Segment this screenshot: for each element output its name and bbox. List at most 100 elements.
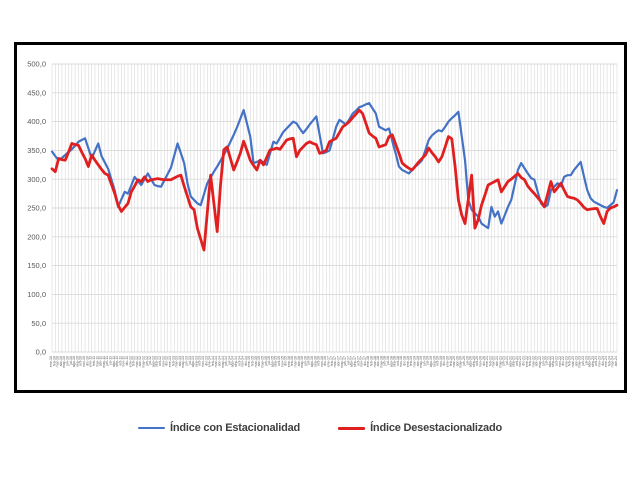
x-axis-tick-label: jun-19 <box>422 356 426 367</box>
x-axis-tick-label: abr-13 <box>178 356 182 366</box>
y-axis-tick-label: 200,0 <box>27 232 46 241</box>
x-axis-tick-label: may-10 <box>62 356 66 368</box>
x-axis-tick-label: jul-16 <box>307 356 311 366</box>
x-axis-tick-label: may-13 <box>181 356 185 368</box>
x-axis-tick-label: jun-15 <box>264 356 268 367</box>
x-axis-tick-label: feb-22 <box>528 356 532 366</box>
x-axis-tick-label: dic-20 <box>482 356 486 366</box>
x-axis-tick-label: nov-12 <box>161 356 165 367</box>
x-axis-tick-label: mar-12 <box>135 356 139 367</box>
y-axis-tick-label: 0,0 <box>36 348 46 357</box>
x-axis-tick-label: abr-22 <box>535 356 539 366</box>
x-axis-tick-label: ago-18 <box>389 356 393 367</box>
x-axis-tick-label: dic-18 <box>403 356 407 366</box>
x-axis-tick-label: feb-16 <box>290 356 294 366</box>
x-axis-tick-label: sep-12 <box>155 356 159 367</box>
x-axis-tick-label: feb-20 <box>449 356 453 366</box>
y-axis-tick-label: 100,0 <box>27 290 46 299</box>
x-axis-tick-label: oct-16 <box>317 356 321 366</box>
x-axis-tick-label: jul-23 <box>584 356 588 366</box>
y-axis-tick-label: 400,0 <box>27 117 46 126</box>
x-axis-tick-label: dic-16 <box>323 356 327 366</box>
x-axis-tick-label: mar-17 <box>333 356 337 367</box>
x-axis-tick-label: oct-14 <box>237 356 241 366</box>
x-axis-tick-label: ene-10 <box>49 356 53 367</box>
x-axis-tick-label: may-15 <box>260 356 264 368</box>
x-axis-tick-label: jul-11 <box>108 356 112 366</box>
x-axis-tick-label: mar-10 <box>56 356 60 367</box>
x-axis-tick-label: sep-23 <box>591 356 595 367</box>
x-axis-tick-label: abr-17 <box>336 356 340 366</box>
x-axis-tick-label: mar-14 <box>214 356 218 367</box>
x-axis-tick-label: mar-19 <box>412 356 416 367</box>
x-axis-tick-label: oct-10 <box>79 356 83 366</box>
x-axis-tick-label: feb-15 <box>251 356 255 366</box>
x-axis-tick-label: jun-20 <box>462 356 466 367</box>
x-axis-tick-label: ago-21 <box>508 356 512 367</box>
x-axis-tick-label: ene-21 <box>485 356 489 367</box>
x-axis-tick-label: abr-24 <box>614 356 618 366</box>
x-axis-tick-label: oct-11 <box>118 356 122 366</box>
x-axis-tick-label: jul-21 <box>505 356 509 366</box>
x-axis-tick-label: ago-20 <box>469 356 473 367</box>
x-axis-tick-label: ene-16 <box>287 356 291 367</box>
x-axis-tick-label: may-17 <box>340 356 344 368</box>
x-axis-tick-label: jul-13 <box>188 356 192 366</box>
legend-swatch-desestacionalizado-icon <box>338 426 366 430</box>
x-axis-tick-label: ago-23 <box>588 356 592 367</box>
x-axis-tick-label: oct-12 <box>158 356 162 366</box>
x-axis-tick-label: nov-21 <box>518 356 522 367</box>
x-axis-tick-label: sep-17 <box>353 356 357 367</box>
x-axis-tick-label: ene-13 <box>168 356 172 367</box>
x-axis-tick-label: sep-20 <box>472 356 476 367</box>
x-axis-tick-label: ago-11 <box>112 356 116 367</box>
x-axis-tick-label: oct-17 <box>356 356 360 366</box>
x-axis-tick-label: dic-11 <box>125 356 129 366</box>
x-axis-tick-label: jun-10 <box>66 356 70 367</box>
x-axis-tick-label: feb-14 <box>211 356 215 366</box>
x-axis-tick-label: feb-18 <box>369 356 373 366</box>
x-axis-tick-label: oct-23 <box>594 356 598 366</box>
x-axis-tick-label: may-18 <box>379 356 383 368</box>
x-axis-tick-label: ene-12 <box>128 356 132 367</box>
x-axis-tick-label: abr-21 <box>495 356 499 366</box>
x-axis-tick-label: abr-23 <box>574 356 578 366</box>
x-axis-tick-label: feb-17 <box>330 356 334 366</box>
x-axis-tick-label: nov-18 <box>399 356 403 367</box>
x-axis-tick-label: abr-20 <box>455 356 459 366</box>
x-axis-tick-label: oct-21 <box>515 356 519 366</box>
line-chart: 500,0 450,0 400,0 350,0 300,0 250,0 200,0 150,0… <box>27 60 619 368</box>
x-axis-tick-label: may-19 <box>419 356 423 368</box>
x-axis-tick-label: oct-19 <box>436 356 440 366</box>
x-axis-tick-label: jun-11 <box>105 356 109 367</box>
legend-label-desestacionalizado: Índice Desestacionalizado <box>370 422 503 434</box>
legend-item-desestacionalizado: Índice Desestacionalizado <box>338 422 502 434</box>
x-axis-tick-label: jun-12 <box>145 356 149 367</box>
legend-item-con-estacionalidad: Índice con Estacionalidad <box>137 422 300 434</box>
x-axis-tick-label: ago-19 <box>429 356 433 367</box>
x-axis-tick-label: jul-20 <box>465 356 469 366</box>
x-axis-tick-label: may-14 <box>221 356 225 368</box>
x-axis-tick-label: ene-17 <box>327 356 331 367</box>
x-axis-tick-label: sep-14 <box>234 356 238 367</box>
x-axis-tick-label: oct-20 <box>475 356 479 366</box>
x-axis-tick-label: nov-14 <box>241 356 245 367</box>
x-axis-tick-label: nov-22 <box>558 356 562 367</box>
x-axis-tick-label: feb-13 <box>171 356 175 366</box>
y-axis-tick-label: 150,0 <box>27 261 46 270</box>
x-axis-tick-label: may-12 <box>142 356 146 368</box>
x-axis-tick-label: dic-13 <box>204 356 208 366</box>
x-axis-tick-label: jul-12 <box>148 356 152 366</box>
x-axis-tick-label: sep-10 <box>75 356 79 367</box>
x-axis-tick-label: oct-13 <box>198 356 202 366</box>
x-axis-tick-label: ago-16 <box>310 356 314 367</box>
x-axis-tick-label: ene-20 <box>445 356 449 367</box>
x-axis-tick-label: ago-22 <box>548 356 552 367</box>
x-axis-tick-label: nov-16 <box>320 356 324 367</box>
x-axis-tick-label: abr-12 <box>138 356 142 366</box>
y-axis-tick-label: 50,0 <box>31 319 46 328</box>
x-axis-tick-label: abr-11 <box>99 356 103 366</box>
x-axis-tick-label: jul-18 <box>386 356 390 366</box>
x-axis-tick-label: feb-21 <box>488 356 492 366</box>
y-axis-tick-label: 500,0 <box>27 60 46 69</box>
